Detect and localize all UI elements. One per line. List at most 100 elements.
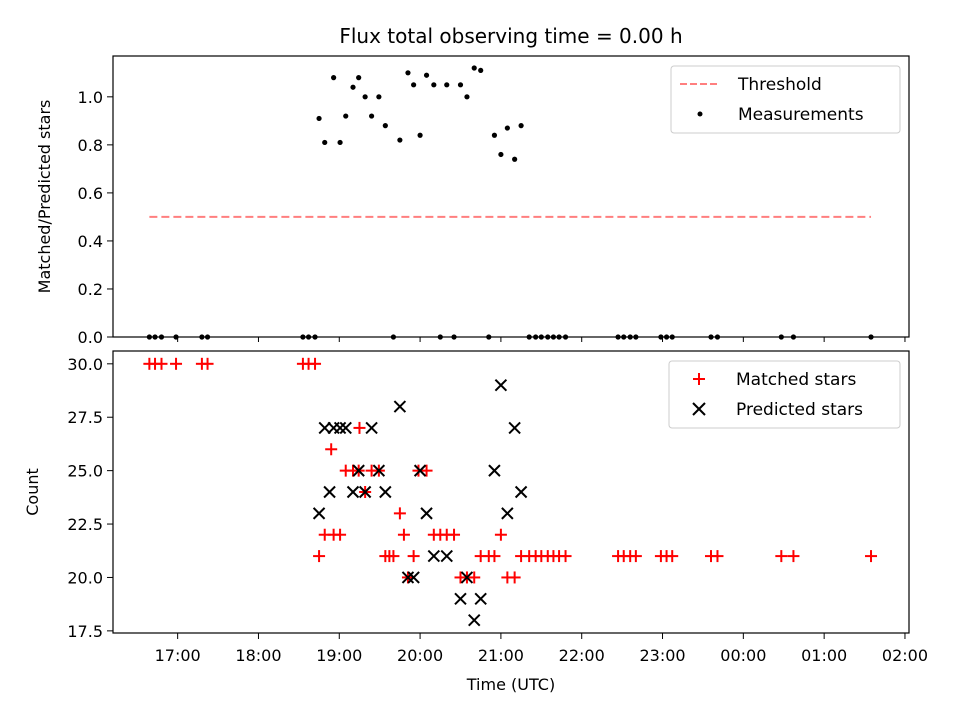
bottom-y-tick-label: 30.0 (67, 355, 103, 374)
predicted-star-point (488, 464, 501, 477)
matched-star-point (397, 528, 410, 541)
bottom-y-tick-label: 27.5 (67, 408, 103, 427)
top-axes-frame (112, 55, 910, 338)
bottom-y-tick-label: 25.0 (67, 462, 103, 481)
predicted-star-point (420, 507, 433, 520)
measurement-point (356, 75, 362, 81)
predicted-star-point (460, 571, 474, 584)
measurement-point (316, 115, 322, 122)
bottom-y-axis-label: Count (23, 468, 42, 516)
bottom-plot-area (143, 357, 878, 627)
x-tick-label: 20:00 (397, 646, 443, 665)
top-y-axis-label: Matched/Predicted stars (35, 100, 54, 294)
x-tick-label: 01:00 (801, 646, 847, 665)
measurement-point (322, 139, 328, 146)
predicted-star-point (501, 507, 514, 520)
bottom-x-axis: 17:00 18:00 19:00 20:00 21:00 22:00 23:00 00:00… (155, 633, 928, 665)
predicted-star-point (379, 485, 392, 499)
measurement-point (337, 139, 343, 146)
top-y-tick-label: 1.0 (78, 88, 103, 107)
measurement-point (362, 94, 368, 100)
bottom-y-tick-label: 20.0 (67, 568, 103, 587)
predicted-star-point (401, 571, 415, 584)
measurement-point (512, 156, 518, 162)
predicted-star-point (494, 378, 508, 392)
predicted-star-point (393, 400, 407, 413)
predicted-star-point (454, 592, 467, 606)
top-y-tick-label: 0.8 (78, 136, 103, 155)
x-tick-label: 02:00 (882, 646, 928, 665)
predicted-star-point (333, 421, 347, 435)
matched-star-point (201, 357, 214, 370)
top-panel: 0.0 0.2 0.4 0.6 0.8 1.0 Matched/Predicted sta… (35, 55, 910, 347)
predicted-star-point (508, 421, 521, 435)
bottom-y-tick-label: 17.5 (67, 622, 103, 641)
matched-star-point (309, 357, 322, 370)
measurement-point (498, 151, 504, 158)
measurement-point (397, 137, 403, 143)
measurement-point (405, 70, 411, 76)
matched-star-point (494, 528, 507, 541)
predicted-star-point (323, 485, 336, 499)
matched-star-point (387, 550, 400, 563)
x-tick-label: 19:00 (316, 646, 362, 665)
top-y-tick-label: 0.6 (78, 184, 103, 203)
top-legend-box (670, 65, 901, 134)
predicted-star-point (339, 421, 352, 435)
matched-star-point (155, 357, 168, 370)
matched-star-point (629, 550, 642, 563)
measurement-point (491, 132, 498, 138)
bottom-legend: Matched stars Predicted stars (668, 360, 901, 429)
top-legend: Threshold Measurements (670, 65, 901, 134)
matched-star-point (325, 443, 338, 456)
matched-star-point (508, 571, 521, 584)
measurement-point (457, 82, 464, 88)
predicted-star-point (468, 613, 481, 627)
predicted-star-point (346, 485, 360, 499)
predicted-star-point (440, 549, 453, 563)
matched-star-point (334, 528, 347, 541)
matched-star-point (407, 550, 420, 563)
top-y-tick-label: 0.2 (78, 280, 103, 299)
x-tick-label: 23:00 (639, 646, 685, 665)
measurement-point (417, 132, 423, 138)
measurement-point (518, 123, 524, 129)
measurement-point (411, 82, 417, 88)
measurement-point (504, 125, 510, 131)
x-axis-label: Time (UTC) (466, 675, 555, 694)
top-y-tick-label: 0.4 (78, 232, 103, 251)
matched-star-point (170, 357, 183, 370)
bottom-axes-frame (112, 350, 910, 634)
x-tick-label: 00:00 (720, 646, 766, 665)
measurement-point (331, 75, 337, 81)
x-tick-label: 22:00 (559, 646, 605, 665)
matched-star-point (468, 571, 481, 584)
matched-star-point (393, 507, 406, 520)
x-tick-label: 17:00 (155, 646, 201, 665)
matched-star-point (353, 421, 366, 434)
measurement-point (464, 94, 470, 100)
top-x-ticks (177, 337, 906, 342)
measurement-point (431, 82, 437, 88)
matched-star-point (775, 550, 788, 563)
matched-star-point (448, 528, 461, 541)
measurement-point (471, 65, 477, 71)
measurement-point (382, 123, 388, 129)
x-tick-label: 21:00 (478, 646, 524, 665)
predicted-star-point (413, 464, 427, 477)
predicted-star-point (365, 421, 378, 435)
matched-star-point (559, 550, 572, 563)
matched-star-point (787, 550, 800, 563)
measurement-point (343, 113, 349, 119)
matched-star-point (865, 550, 878, 563)
matched-star-point (420, 464, 433, 477)
matched-star-point (313, 550, 326, 563)
threshold-legend-label: Threshold (737, 75, 822, 95)
predicted-star-point (358, 485, 372, 499)
bottom-panel: 17.5 20.0 22.5 25.0 27.5 30.0 17:00 18:00 19:00… (23, 350, 928, 694)
measurement-point (444, 82, 450, 88)
measurement-point (350, 84, 356, 90)
predicted-star-point (407, 571, 420, 584)
matched-legend-swatch (693, 373, 705, 385)
